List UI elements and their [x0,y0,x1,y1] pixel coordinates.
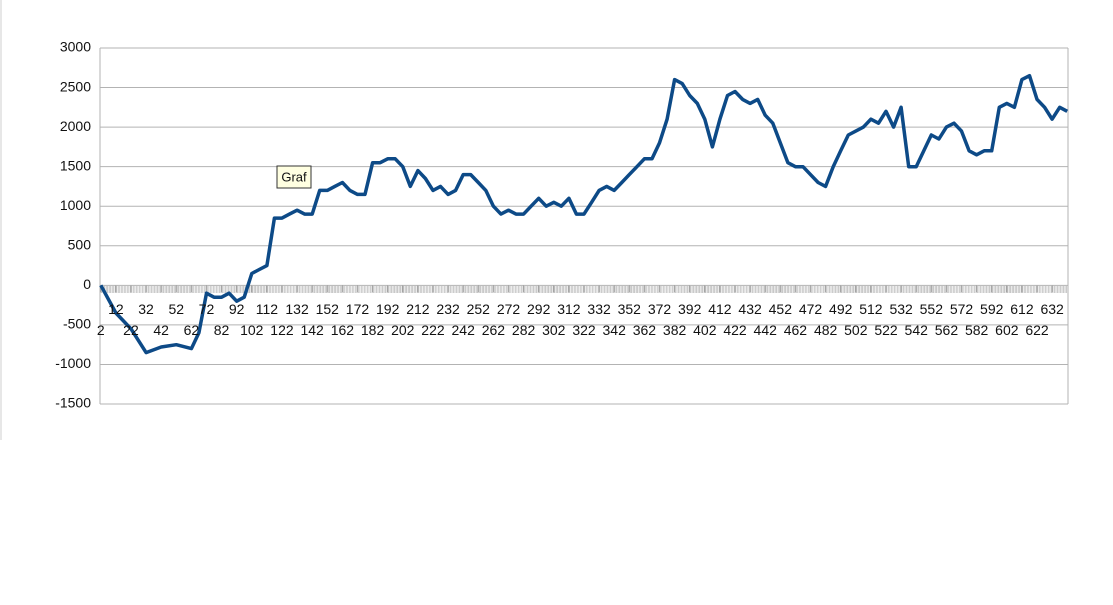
x-tick-label: 152 [316,301,340,317]
y-tick-label: 1500 [60,157,91,173]
x-tick-label: 2 [97,322,105,338]
x-tick-label: 412 [708,301,732,317]
x-tick-label: 562 [935,322,959,338]
grid [100,47,1068,405]
x-tick-label: 72 [199,301,215,317]
x-tick-label: 232 [436,301,460,317]
x-tick-label: 552 [920,301,944,317]
x-tick-label: 622 [1025,322,1049,338]
tooltip-box [276,165,312,189]
x-tick-label: 352 [618,301,642,317]
data-line [99,73,1069,355]
x-tick-label: 62 [184,322,200,338]
x-tick-label: 192 [376,301,400,317]
y-tick-label: 3000 [60,39,91,55]
y-tick-label: 0 [83,276,91,292]
x-tick-label: 302 [542,322,566,338]
x-tick-label: 542 [905,322,929,338]
x-tick-label: 452 [769,301,793,317]
tooltip: Graf [281,169,307,184]
x-tick-label: 612 [1010,301,1034,317]
y-tick-label: -1500 [55,395,91,411]
x-tick-label: 492 [829,301,853,317]
x-tick-label: 442 [754,322,778,338]
x-tick-label: 342 [603,322,627,338]
x-tick-label: 422 [723,322,747,338]
x-tick-label: 212 [406,301,430,317]
x-tick-label: 242 [452,322,476,338]
y-tick-label: 2500 [60,78,91,94]
x-tick-label: 332 [587,301,611,317]
y-tick-label: -500 [63,316,91,332]
x-tick-label: 462 [784,322,808,338]
x-tick-label: 432 [738,301,762,317]
x-tick-label: 322 [572,322,596,338]
x-tick-label: 572 [950,301,974,317]
x-tick-label: 582 [965,322,989,338]
x-tick-label: 392 [678,301,702,317]
y-tick-label: 2000 [60,118,91,134]
x-tick-label: 292 [527,301,551,317]
x-tick-label: 32 [138,301,154,317]
x-tick-label: 42 [153,322,169,338]
y-tick-label: -1000 [55,355,91,371]
x-tick-label: 482 [814,322,838,338]
x-tick-label: 312 [557,301,581,317]
x-tick-label: 532 [889,301,913,317]
labels: -1500-1000-50005001000150020002500300021… [55,39,1064,411]
x-tick-label: 362 [633,322,657,338]
x-tick-label: 102 [240,322,264,338]
marks [99,73,1069,355]
x-tick-label: 262 [482,322,506,338]
x-tick-label: 52 [168,301,184,317]
x-tick-label: 142 [300,322,324,338]
x-tick-label: 372 [648,301,672,317]
x-tick-label: 82 [214,322,230,338]
x-tick-label: 92 [229,301,245,317]
x-tick-label: 182 [361,322,385,338]
x-tick-label: 122 [270,322,294,338]
x-tick-label: 222 [421,322,445,338]
x-tick-label: 502 [844,322,868,338]
x-tick-label: 112 [256,301,279,317]
x-tick-label: 632 [1040,301,1064,317]
x-tick-label: 162 [331,322,355,338]
x-tick-label: 172 [346,301,370,317]
x-tick-label: 132 [285,301,309,317]
x-tick-label: 592 [980,301,1004,317]
x-tick-label: 252 [467,301,491,317]
x-tick-label: 522 [874,322,898,338]
x-tick-label: 202 [391,322,415,338]
x-tick-label: 382 [663,322,687,338]
x-tick-label: 472 [799,301,823,317]
x-tick-label: 402 [693,322,717,338]
x-tick-label: 602 [995,322,1019,338]
y-tick-label: 1000 [60,197,91,213]
x-tick-label: 272 [497,301,521,317]
x-tick-label: 512 [859,301,883,317]
x-tick-label: 22 [123,322,139,338]
x-tick-label: 12 [108,301,124,317]
y-tick-label: 500 [68,236,92,252]
x-tick-label: 282 [512,322,536,338]
